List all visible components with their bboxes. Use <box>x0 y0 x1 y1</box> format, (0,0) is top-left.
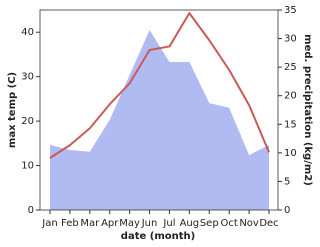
y-tick-label: 40 <box>21 27 34 38</box>
y2-tick-label: 15 <box>284 119 297 130</box>
y2-tick-label: 20 <box>284 91 297 102</box>
y-tick-label: 0 <box>28 205 34 216</box>
y2-tick-label: 25 <box>284 62 297 73</box>
y-tick-label: 10 <box>21 161 34 172</box>
y2-tick-label: 35 <box>284 5 297 16</box>
x-tick-label: Aug <box>180 218 200 229</box>
x-tick-label: Feb <box>61 218 79 229</box>
x-tick-label: Nov <box>239 218 259 229</box>
y2-tick-label: 5 <box>284 176 290 187</box>
x-tick-label: May <box>119 218 140 229</box>
y-axis-label: max temp (C) <box>7 72 18 148</box>
y2-axis-label: med. precipitation (kg/m2) <box>302 34 313 186</box>
x-tick-label: Mar <box>80 218 100 229</box>
temperature-line <box>49 12 270 159</box>
plot-frame <box>39 9 279 211</box>
x-tick-label: Jan <box>41 218 57 229</box>
precipitation-area <box>50 30 269 210</box>
x-tick-label: Jul <box>162 218 175 229</box>
y2-tick-label: 10 <box>284 148 297 159</box>
y-tick-label: 30 <box>21 72 34 83</box>
x-tick-label: Sep <box>200 218 219 229</box>
x-axis-label: date (month) <box>121 231 195 242</box>
x-tick-label: Apr <box>101 218 119 229</box>
x-tick-label: Oct <box>221 218 238 229</box>
y2-tick-label: 0 <box>284 205 290 216</box>
x-tick-label: Jun <box>141 218 158 229</box>
y2-tick-label: 30 <box>284 34 297 45</box>
y-tick-label: 20 <box>21 116 34 127</box>
x-tick-label: Dec <box>259 218 278 229</box>
